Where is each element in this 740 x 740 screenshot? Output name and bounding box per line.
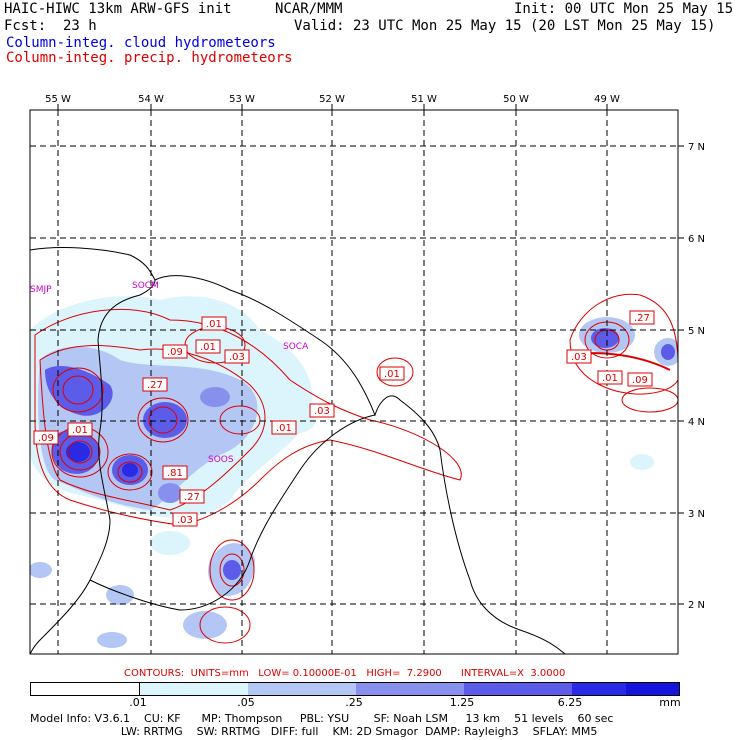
- map-frame: [29, 109, 679, 655]
- colorbar-bin: [140, 683, 248, 695]
- contours-info: CONTOURS: UNITS=mm LOW= 0.10000E-01 HIGH…: [124, 668, 566, 679]
- lon-label: 55 W: [45, 94, 71, 105]
- contour-label: .01: [201, 316, 227, 331]
- station-label: SOCA: [283, 342, 309, 352]
- svg-text:.01: .01: [206, 319, 222, 330]
- lon-label: 54 W: [138, 94, 164, 105]
- svg-text:.27: .27: [634, 313, 650, 324]
- svg-text:.01: .01: [602, 373, 618, 384]
- field-precip-label: Column-integ. precip. hydrometeors: [6, 50, 293, 66]
- contour-label: .01: [379, 366, 405, 381]
- lat-labels: 7 N 6 N 5 N 4 N 3 N 2 N: [688, 142, 705, 611]
- model-title: HAIC-HIWC 13km ARW-GFS init: [4, 1, 232, 17]
- fcst-label: Fcst:: [4, 18, 47, 34]
- contour-labels: .01 .09 .01 .03 .27 .01 .03 .09 .01 .81 …: [33, 310, 655, 527]
- colorbar-bin: [356, 683, 464, 695]
- svg-text:.03: .03: [571, 352, 587, 363]
- colorbar-tick: .05: [237, 696, 255, 709]
- svg-text:.81: .81: [167, 468, 183, 479]
- contour-label: .81: [162, 465, 188, 480]
- init-time: Init: 00 UTC Mon 25 May 15: [514, 1, 734, 17]
- svg-text:.27: .27: [184, 492, 200, 503]
- svg-text:.09: .09: [38, 433, 54, 444]
- lon-label: 52 W: [319, 94, 345, 105]
- axis-ticks: [57, 104, 684, 605]
- lat-label: 5 N: [688, 326, 705, 337]
- colorbar: [30, 682, 680, 696]
- svg-text:.09: .09: [632, 375, 648, 386]
- colorbar-tick: .01: [129, 696, 147, 709]
- contour-label: .03: [224, 349, 250, 364]
- colorbar-tick: 6.25: [557, 696, 583, 709]
- colorbar-bin: [626, 683, 679, 695]
- lat-label: 7 N: [688, 142, 705, 153]
- lat-label: 6 N: [688, 234, 705, 245]
- colorbar-units: mm: [659, 696, 681, 709]
- colorbar-bin: [464, 683, 572, 695]
- contour-label: .27: [629, 310, 655, 325]
- svg-text:.01: .01: [384, 369, 400, 380]
- svg-text:.01: .01: [72, 425, 88, 436]
- lon-labels: 55 W 54 W 53 W 52 W 51 W 50 W 49 W: [45, 94, 620, 105]
- colorbar-bin: [31, 683, 140, 695]
- contour-label: .01: [67, 422, 93, 437]
- svg-text:.03: .03: [314, 406, 330, 417]
- contour-label: .01: [195, 339, 221, 354]
- lon-label: 51 W: [411, 94, 437, 105]
- contour-label: .01: [597, 370, 623, 385]
- svg-text:.01: .01: [276, 423, 292, 434]
- colorbar-tick: 1.25: [449, 696, 475, 709]
- svg-text:.03: .03: [177, 515, 193, 526]
- contour-label: .01: [271, 420, 297, 435]
- lat-label: 4 N: [688, 417, 705, 428]
- model-info-line2: LW: RRTMG SW: RRTMG DIFF: full KM: 2D Sm…: [30, 725, 598, 738]
- lon-label: 49 W: [594, 94, 620, 105]
- station-label: SOOS: [208, 455, 234, 465]
- svg-text:.27: .27: [147, 380, 163, 391]
- lat-label: 3 N: [688, 509, 705, 520]
- contour-label: .09: [627, 372, 653, 387]
- field-cloud-label: Column-integ. cloud hydrometeors: [6, 35, 276, 51]
- station-labels: SMJP SOCM SOCA SOOS: [30, 281, 309, 465]
- model-info-line1: Model Info: V3.6.1 CU: KF MP: Thompson P…: [30, 712, 614, 725]
- valid-time: Valid: 23 UTC Mon 25 May 15 (20 LST Mon …: [294, 18, 716, 34]
- lon-label: 53 W: [229, 94, 255, 105]
- lat-label: 2 N: [688, 600, 705, 611]
- svg-text:.09: .09: [167, 347, 183, 358]
- contour-label: .03: [309, 403, 335, 418]
- org-label: NCAR/MMM: [275, 1, 343, 17]
- colorbar-bin: [572, 683, 626, 695]
- coastline: [30, 247, 566, 654]
- colorbar-bin: [248, 683, 356, 695]
- station-label: SMJP: [30, 285, 52, 295]
- contour-label: .27: [179, 489, 205, 504]
- contour-label: .27: [142, 377, 168, 392]
- contour-label: .09: [162, 344, 188, 359]
- svg-text:.01: .01: [200, 342, 216, 353]
- svg-text:.03: .03: [229, 352, 245, 363]
- contour-label: .03: [566, 349, 592, 364]
- contour-label: .09: [33, 430, 59, 445]
- contour-label: .03: [172, 512, 198, 527]
- station-label: SOCM: [132, 281, 159, 291]
- lon-label: 50 W: [503, 94, 529, 105]
- fcst-value: 23 h: [63, 18, 97, 34]
- colorbar-tick: .25: [345, 696, 363, 709]
